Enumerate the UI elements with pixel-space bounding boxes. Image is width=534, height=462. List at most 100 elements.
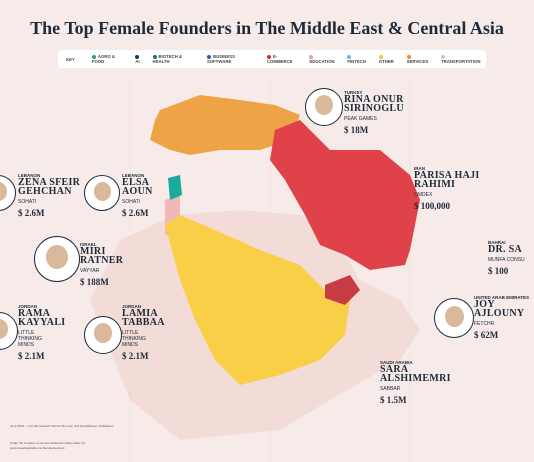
legend-text: EDUCATION [309,59,335,64]
funding: $ 1.5M [380,395,407,405]
founder-name: ELSA [122,177,150,188]
legend-swatch [406,54,411,59]
legend-text: OTHER [378,59,394,64]
legend-swatch [206,54,211,59]
legend-item: OTHER [378,54,400,64]
founder-name: RAMA [18,308,51,319]
founder-card: IRAN PARISA HAJI RAHIMI OMDEX $ 100,000 [414,166,480,211]
founder-name: SIRINOGLU [344,103,404,114]
founder-card: BAHRAI DR. SA MUNFA CONSU $ 100 [488,240,528,276]
legend-swatch [440,54,445,59]
company: MUNFA CONSU [488,257,525,263]
legend-text: E-COMMERCE [266,54,293,64]
country: JORDAN [122,304,142,309]
country: TURKEY [344,90,363,95]
founder-name: GEHCHAN [18,186,72,197]
founder-name: AOUN [122,186,153,197]
legend-text: AI [135,59,140,64]
founder-name: RINA ONUR [344,94,404,105]
country: JORDAN [18,304,38,309]
turkey [150,95,300,155]
founder-portrait [84,316,122,354]
legend-text: BIOTECH & HEALTH [152,54,183,64]
legend-item: E-COMMERCE [266,54,302,64]
founder-card: LEBANON ZENA SFEIR GEHCHAN SOHATI $ 2.6M [18,173,80,218]
founder-card: UNITED ARAB EMIRATES JOY AJLOUNY FETCHR $ 62… [474,295,529,340]
funding: $ 2.6M [18,208,45,218]
country: IRAN [414,166,425,171]
founder-portrait [84,175,120,211]
saudi-arabia [165,215,350,385]
founder-portrait [434,298,474,338]
funding: $ 62M [474,330,499,340]
founder-name: TABBAA [122,317,165,328]
founder-name: PARISA HAJI [414,170,480,181]
funding: $ 2.1M [18,351,45,361]
funding: $ 188M [80,277,109,287]
founder-name: DR. SA [488,244,523,255]
legend-label: KEY [66,56,75,62]
company: SABBAR [380,386,401,392]
founder-card: ISRAEL MIRI RATNER VAYYAR $ 188M [80,242,123,287]
country: LEBANON [18,173,41,178]
founder-card: JORDAN RAMA KAYYALI LITTLE THINKING MINDS $ … [18,304,66,361]
founder-name: KAYYALI [18,317,66,328]
company: PEAK GAMES [344,116,377,122]
legend-swatch [135,54,140,59]
country: BAHRAI [488,240,506,245]
founder-card: JORDAN LAMIA TABBAA LITTLE THINKING MINDS $ … [122,304,165,361]
founder-portrait [34,236,80,282]
legend: KEY AGRO & FOOD AI BIOTECH & HEALTH BUSINESS… [58,50,486,68]
legend-swatch [152,54,157,59]
country: ISRAEL [80,242,97,247]
legend-text: FINTECH [347,59,366,64]
founder-card: LEBANON ELSA AOUN SOHATI $ 2.6M [122,173,162,218]
uae [325,275,360,305]
legend-swatch [378,54,383,59]
founder-name: JOY [474,299,495,310]
company: FETCHR [474,321,495,327]
founder-name: RATNER [80,255,124,266]
legend-text: TRANSPORTATION [440,59,481,64]
funding: $ 100 [488,266,509,276]
founder-name: MIRI [80,246,106,257]
footer-text: Under the Creative Commons Attribution-S… [10,441,86,445]
founder-portrait [305,88,343,126]
funding: $ 18M [344,125,369,135]
legend-swatch [91,54,96,59]
founder-name: RAHIMI [414,179,456,190]
iran [270,120,420,270]
legend-item: FINTECH [347,54,371,64]
company: VAYYAR [80,268,100,274]
company: LITTLE THINKING MINDS [18,330,42,348]
founder-card: TURKEY RINA ONUR SIRINOGLU PEAK GAMES $ 18M [344,90,404,135]
legend-item: BUSINESS SOFTWARE [206,54,260,64]
company: SOHATI [122,199,141,205]
founder-name: AJLOUNY [474,308,525,319]
legend-swatch [347,54,352,59]
footer-text: www.visualcapitalist.com/femalefounders [10,446,65,450]
country: LEBANON [122,173,145,178]
company: SOHATI [18,199,37,205]
legend-swatch [309,54,314,59]
legend-item: BIOTECH & HEALTH [152,54,200,64]
legend-item: SERVICES [406,54,434,64]
lebanon [168,175,182,200]
legend-text: BUSINESS SOFTWARE [206,54,235,64]
founder-name: SARA [380,364,409,375]
company: LITTLE THINKING MINDS [122,330,146,348]
legend-item: TRANSPORTATION [440,54,486,64]
legend-text: AGRO & FOOD [91,54,116,64]
founder-card: SAUDI ARABIA SARA ALSHIMEMRI SABBAR $ 1.5M [380,360,451,405]
legend-item: AGRO & FOOD [91,54,128,64]
legend-text: SERVICES [406,59,429,64]
country: UNITED ARAB EMIRATES [474,295,529,300]
funding: $ 2.6M [122,208,149,218]
legend-swatch [266,54,271,59]
founder-name: ALSHIMEMRI [380,373,451,384]
company: OMDEX [414,192,433,198]
footer-text: June 2023 — For full research behind thi… [10,424,114,428]
title: The Top Female Founders in The Middle Ea… [30,18,504,38]
